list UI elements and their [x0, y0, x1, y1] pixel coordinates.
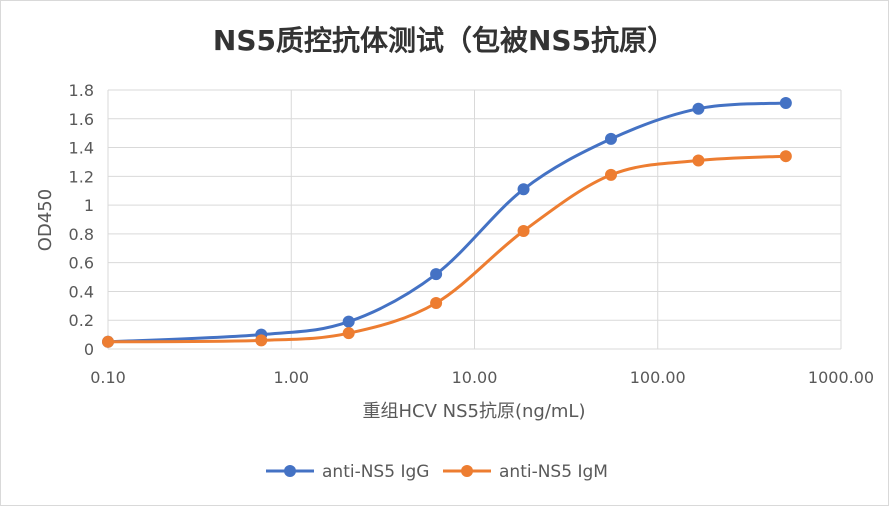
data-point [692, 154, 705, 167]
series-layer [102, 96, 792, 348]
y-axis-label: OD450 [35, 189, 56, 251]
x-tick-label: 0.10 [90, 368, 126, 387]
data-point [255, 334, 268, 347]
y-tick-label: 1.4 [69, 139, 94, 158]
legend-item: anti-NS5 IgM [443, 462, 608, 482]
series-line [106, 154, 788, 344]
legend-label: anti-NS5 IgM [499, 462, 608, 482]
y-tick-label: 1 [84, 196, 94, 215]
y-tick-label: 0.8 [69, 225, 94, 244]
legend-item: anti-NS5 IgG [266, 462, 429, 482]
x-axis-label: 重组HCV NS5抗原(ng/mL) [363, 401, 586, 422]
legend-dot-marker [284, 465, 296, 477]
data-point [779, 96, 792, 109]
data-point [517, 183, 530, 196]
y-tick-label: 0.4 [69, 282, 94, 301]
gridlines [107, 89, 842, 350]
y-tick-label: 1.2 [69, 167, 94, 186]
data-point [430, 268, 443, 281]
x-tick-label: 10.00 [452, 368, 498, 387]
series-1 [102, 96, 792, 348]
data-point [517, 225, 530, 238]
data-point [102, 335, 114, 348]
y-tick-label: 1.8 [69, 81, 94, 100]
y-tick-label: 0.6 [69, 254, 94, 273]
x-tick-label: 1.00 [273, 368, 309, 387]
data-point [692, 102, 705, 115]
data-point [342, 327, 355, 340]
legend-label: anti-NS5 IgG [322, 462, 429, 482]
x-tick-label: 100.00 [630, 368, 686, 387]
data-point [604, 168, 617, 181]
data-point [430, 296, 443, 309]
y-tick-label: 0.2 [69, 311, 94, 330]
x-tick-label: 1000.00 [808, 368, 874, 387]
data-point [342, 315, 355, 328]
data-point [604, 132, 617, 145]
data-point [779, 150, 792, 163]
axes: 0 0.2 0.4 0.6 0.8 1 1.2 1.4 1.6 1.8 0.10 1.00 10.00 1… [69, 81, 875, 387]
legend: anti-NS5 IgG anti-NS5 IgM [266, 462, 608, 482]
y-tick-label: 1.6 [69, 110, 94, 129]
series-2 [102, 150, 792, 348]
y-tick-label: 0 [84, 340, 94, 359]
chart-title: NS5质控抗体测试（包被NS5抗原） [213, 24, 675, 57]
series-line [106, 101, 788, 344]
legend-dot-marker [461, 465, 473, 477]
